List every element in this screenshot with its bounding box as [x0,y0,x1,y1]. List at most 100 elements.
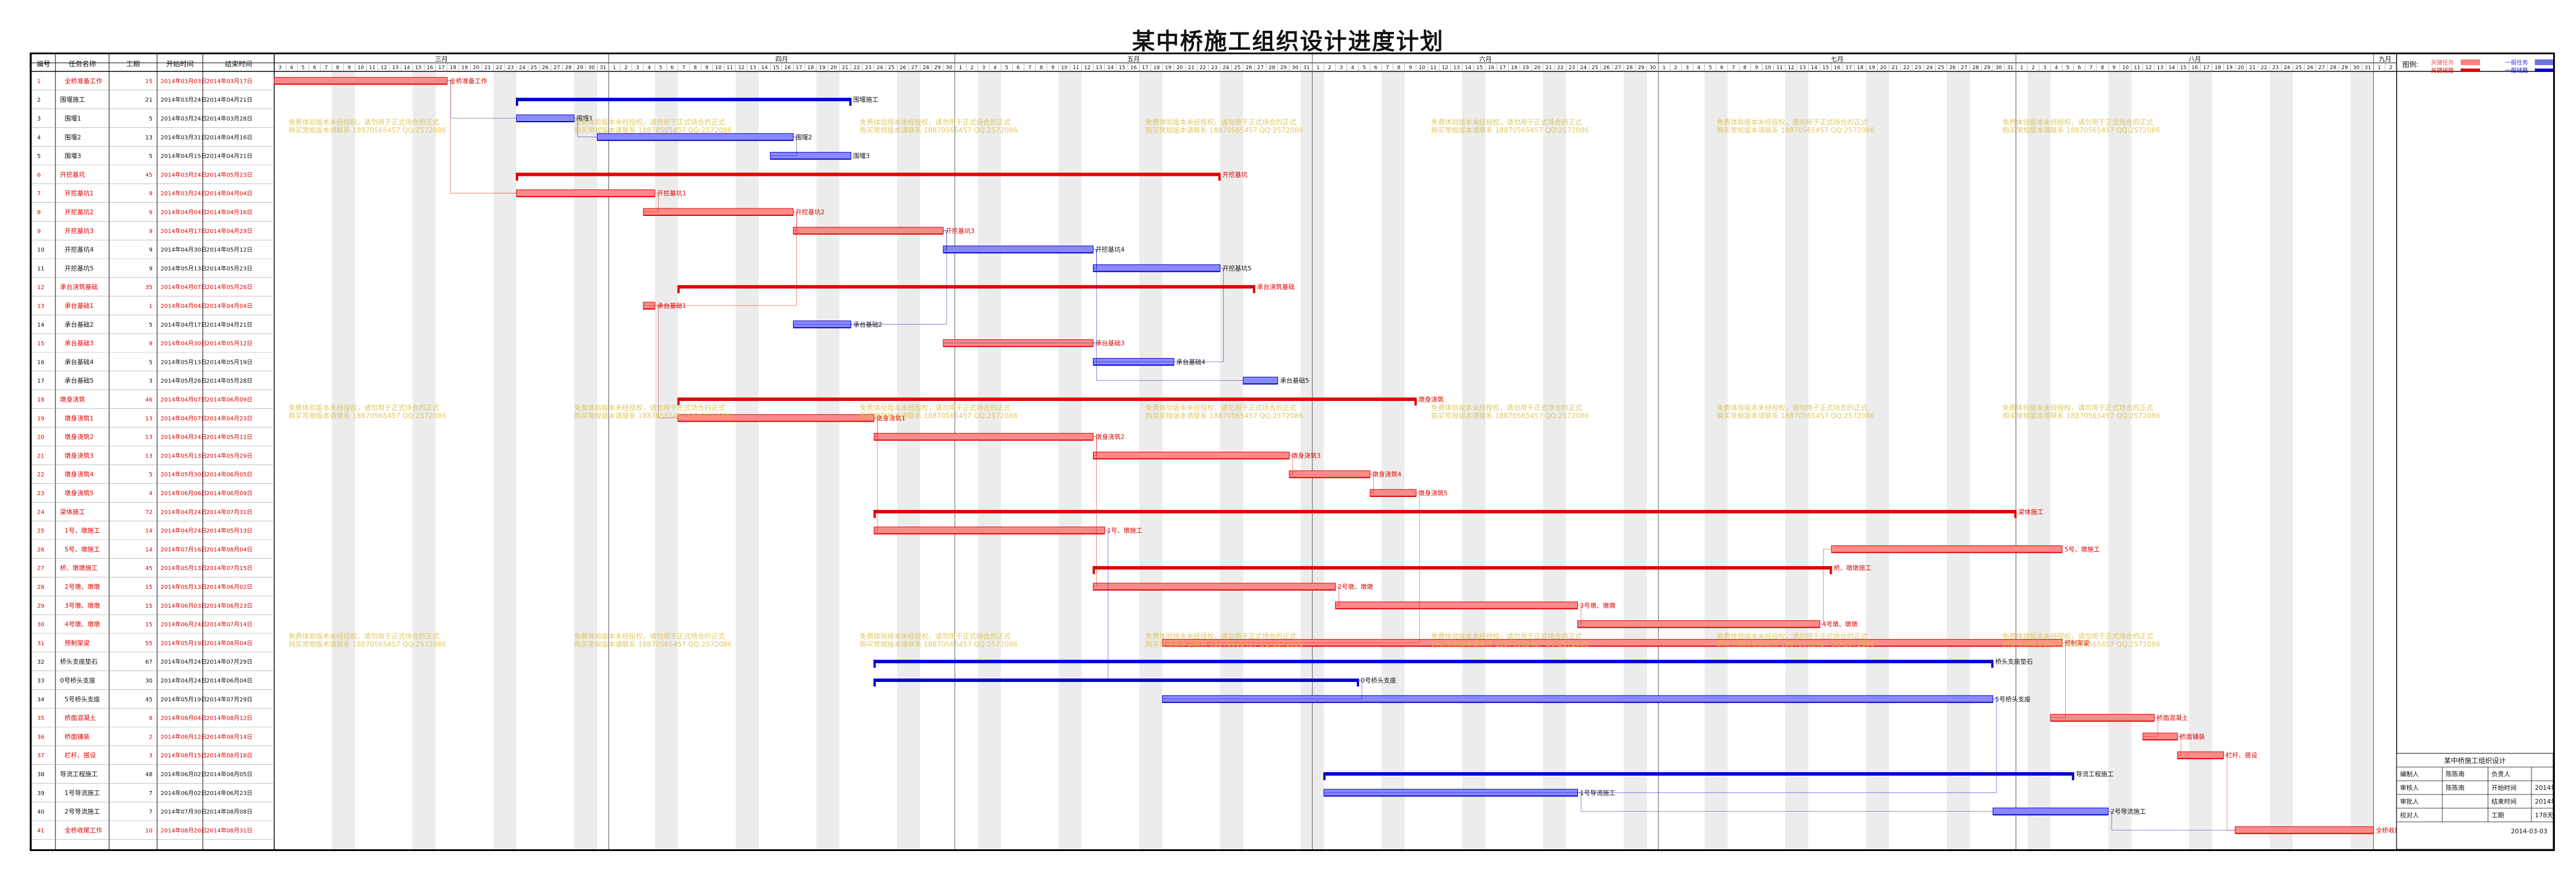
watermark-text: 免费体验版本未经授权，请勿用于正式场合的正式 购买常规版本请联系 18870565… [2002,118,2160,134]
day-label: 20 [1176,65,1183,71]
column-header-start: 开始时间 [166,60,194,68]
task-name: 围堰2 [65,134,81,141]
watermark-line: 购买常规版本请联系 18870565457 QQ:2572086 [1431,126,1589,134]
task-end: 2014年08月05日 [206,770,253,778]
column-header-name: 任务名称 [69,59,96,68]
weekend-band [1624,71,1636,849]
task-start: 2014年06月02日 [161,789,207,797]
day-label: 11 [369,65,375,71]
task-name: 墩身浇筑5 [65,489,94,497]
day-label: 19 [1523,65,1529,71]
task-end: 2014年04月23日 [206,415,253,422]
day-label: 25 [888,65,894,71]
task-id: 3 [37,116,41,122]
day-label: 24 [876,65,883,71]
day-label: 2 [624,65,628,71]
task-end: 2014年08月04日 [206,545,253,553]
task-id: 36 [37,734,45,740]
day-label: 31 [1303,65,1309,71]
task-name: 承台基础2 [65,320,94,328]
day-label: 17 [2203,65,2209,71]
watermark-line: 购买常规版本请联系 18870565457 QQ:2572086 [289,412,446,420]
task-bar [1831,545,2062,553]
task-bar [1243,376,1279,384]
day-label: 22 [1200,65,1206,71]
task-id: 24 [37,509,45,516]
month-label: 六月 [1479,55,1492,63]
day-label: 28 [1626,65,1633,71]
watermark-line: 免费体验版本未经授权，请勿用于正式场合的正式 [2002,632,2154,640]
task-bar-label: 栏杆、搭设 [2226,751,2257,759]
weekend-band [828,71,840,849]
dependency-link [874,530,1109,681]
day-label: 26 [1949,65,1956,71]
summary-bar-start-cap [677,285,680,294]
dependency-link [1820,549,1832,624]
task-name: 桥面铺装 [65,733,90,740]
watermark-line: 免费体验版本未经授权，请勿用于正式场合的正式 [289,404,440,412]
info-cell: 校对人 [2400,811,2419,819]
task-duration: 9 [149,341,153,347]
legend-swatch [2535,59,2553,65]
day-label: 3 [636,65,639,71]
day-label: 10 [1419,65,1425,71]
watermark-text: 免费体验版本未经授权，请勿用于正式场合的正式 购买常规版本请联系 18870565… [860,632,1017,648]
task-id: 9 [37,228,41,235]
task-bar-label: 开挖基坑5 [1223,264,1252,272]
weekend-band [977,71,989,849]
day-label: 20 [1534,65,1541,71]
task-bar [2234,826,2374,834]
day-label: 15 [1822,65,1829,71]
task-end: 2014年05月13日 [206,527,253,535]
task-bar-label: 墩身浇筑3 [1292,451,1321,459]
info-cell: 审批人 [2400,797,2419,805]
task-end: 2014年03月17日 [206,77,253,85]
task-end: 2014年05月19日 [206,358,253,366]
watermark-line: 购买常规版本请联系 18870565457 QQ:2572086 [860,640,1017,648]
info-cell: 负责人 [2491,770,2510,778]
day-label: 18 [450,65,456,71]
day-label: 18 [807,65,814,71]
day-label: 8 [336,65,339,71]
day-label: 20 [473,65,480,71]
weekend-band [2362,71,2374,849]
watermark-line: 免费体验版本未经授权，请勿用于正式场合的正式 [1431,632,1583,640]
task-duration: 35 [145,284,153,291]
day-label: 29 [1638,65,1645,71]
task-bar-label: 开挖基坑1 [657,189,686,197]
summary-bar-end-cap [849,98,852,106]
task-name: 桥头支座垫石 [60,657,98,665]
task-bar-label: 3号墩、墩墩 [1580,601,1615,609]
task-start: 2014年04月30日 [161,246,207,254]
task-name: 2号导流施工 [65,808,100,816]
summary-bar-end-cap [1253,285,1256,294]
day-label: 3 [1340,65,1343,71]
task-duration: 46 [145,397,153,403]
task-end: 2014年04月16日 [206,134,253,141]
weekend-band [2027,71,2040,849]
day-label: 23 [1569,65,1575,71]
task-name: 承台基础3 [65,339,94,347]
watermark-text: 免费体验版本未经授权，请勿用于正式场合的正式 购买常规版本请联系 18870565… [289,404,446,420]
task-duration: 67 [145,659,153,665]
watermark-line: 购买常规版本请联系 18870565457 QQ:2572086 [289,640,446,648]
task-bar-label: 围堰施工 [854,96,879,103]
task-start: 2014年07月16日 [161,545,207,553]
watermark-line: 购买常规版本请联系 18870565457 QQ:2572086 [1145,412,1303,420]
task-bar [1369,489,1417,497]
task-start: 2014年04月15日 [161,152,207,160]
task-name: 开挖基坑3 [65,227,94,235]
month-label: 七月 [1831,55,1844,63]
dependency-link [770,137,797,156]
day-label: 18 [2214,65,2221,71]
task-bar-label: 2号导流施工 [2110,808,2146,816]
day-label: 30 [2353,65,2360,71]
task-bar-label: 墩身浇筑 [1419,395,1444,403]
task-bar [1335,601,1578,609]
day-label: 21 [1545,65,1552,71]
day-label: 2 [2032,65,2035,71]
task-end: 2014年04月21日 [206,96,253,103]
task-id: 22 [37,472,45,478]
day-label: 16 [2192,65,2198,71]
day-label: 19 [1869,65,1876,71]
